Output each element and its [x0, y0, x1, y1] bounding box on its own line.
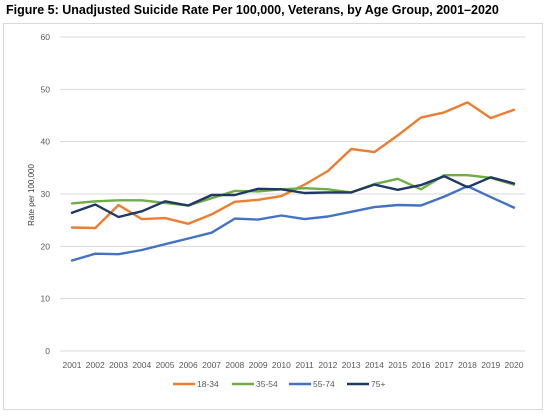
x-tick-label: 2020 [505, 360, 524, 370]
x-tick-label: 2015 [388, 360, 407, 370]
legend-label: 18-34 [197, 379, 219, 389]
y-tick-label: 30 [41, 189, 51, 199]
legend-item-75+: 75+ [347, 379, 385, 389]
legend-label: 35-54 [256, 379, 278, 389]
x-tick-label: 2019 [481, 360, 500, 370]
y-axis-ticks: 0 10 20 30 40 50 60 [41, 32, 51, 356]
x-tick-label: 2014 [365, 360, 384, 370]
x-tick-label: 2003 [109, 360, 128, 370]
legend-item-18-34: 18-34 [173, 379, 219, 389]
x-tick-label: 2011 [295, 360, 314, 370]
series-line-55-74 [70, 184, 516, 262]
x-tick-label: 2010 [272, 360, 291, 370]
x-tick-label: 2007 [202, 360, 221, 370]
x-tick-label: 2012 [318, 360, 337, 370]
legend: 18-34 35-54 55-74 75+ [173, 379, 385, 389]
legend-item-55-74: 55-74 [289, 379, 335, 389]
x-tick-label: 2001 [63, 360, 82, 370]
y-axis-title: Rate per 100,000 [27, 164, 36, 226]
x-tick-label: 2018 [458, 360, 477, 370]
y-tick-label: 50 [41, 84, 51, 94]
figure-title: Figure 5: Unadjusted Suicide Rate Per 10… [6, 3, 499, 17]
x-tick-label: 2017 [435, 360, 454, 370]
x-tick-label: 2002 [86, 360, 105, 370]
x-axis-ticks: 2001 2002 2003 2004 2005 2006 2007 2008 2009 2010… [63, 360, 524, 370]
series-line-75+ [70, 174, 516, 219]
legend-item-35-54: 35-54 [232, 379, 278, 389]
legend-label: 55-74 [313, 379, 335, 389]
x-tick-label: 2006 [179, 360, 198, 370]
series-lines [70, 101, 516, 262]
series-line-18-34 [70, 101, 516, 230]
legend-label: 75+ [371, 379, 385, 389]
gridlines [60, 36, 525, 352]
x-tick-label: 2009 [249, 360, 268, 370]
y-tick-label: 40 [41, 137, 51, 147]
x-tick-label: 2016 [411, 360, 430, 370]
y-tick-label: 20 [41, 241, 51, 251]
x-tick-label: 2005 [156, 360, 175, 370]
y-tick-label: 60 [41, 32, 51, 42]
x-tick-label: 2013 [342, 360, 361, 370]
y-tick-label: 0 [45, 346, 50, 356]
x-tick-label: 2008 [225, 360, 244, 370]
x-tick-label: 2004 [132, 360, 151, 370]
y-tick-label: 10 [41, 294, 51, 304]
